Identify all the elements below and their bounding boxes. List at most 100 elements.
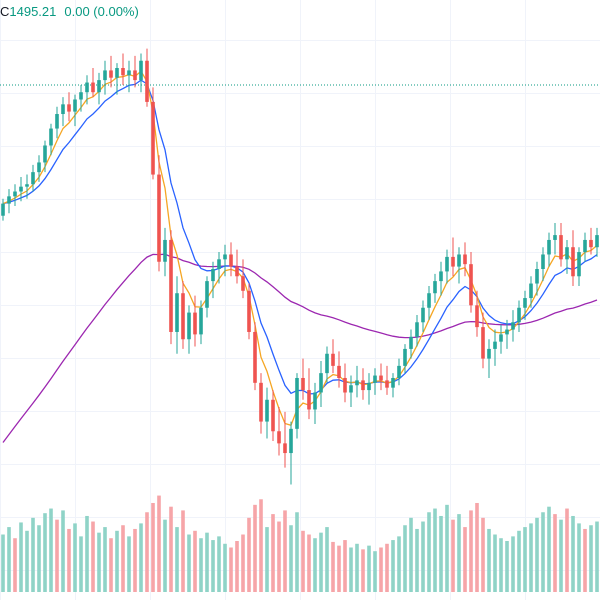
candle-body <box>529 283 533 299</box>
candle-body <box>121 68 125 76</box>
candle-body <box>217 259 221 270</box>
volume-bar <box>163 519 167 592</box>
volume-bar <box>421 521 425 592</box>
candle-body <box>331 353 335 366</box>
volume-bar <box>133 528 137 592</box>
candle-body <box>307 390 311 410</box>
candle-body <box>355 380 359 386</box>
ohlc-legend: C1495.21 0.00 (0.00%) <box>0 4 139 20</box>
volume-bar <box>451 519 455 592</box>
volume-bar <box>271 514 275 592</box>
candle-body <box>241 276 245 291</box>
volume-bar <box>187 534 191 592</box>
volume-bar <box>337 545 341 592</box>
volume-bar <box>157 495 161 592</box>
candle-body <box>259 382 263 422</box>
candle-body <box>55 114 59 129</box>
volume-bar <box>511 536 515 592</box>
volume-bar <box>295 512 299 592</box>
candle-body <box>253 331 257 383</box>
volume-bar <box>391 540 395 592</box>
candle-body <box>469 264 473 306</box>
volume-bar <box>37 525 41 592</box>
volume-bar <box>559 519 563 592</box>
candle-body <box>199 307 203 335</box>
volume-bar <box>517 530 521 592</box>
candle-body <box>205 281 209 308</box>
volume-bar <box>469 510 473 592</box>
volume-bar <box>289 525 293 592</box>
candle-body <box>313 392 317 410</box>
candle-body <box>547 239 551 255</box>
candle-body <box>433 281 437 294</box>
volume-bar <box>433 508 437 592</box>
volume-bar <box>397 536 401 592</box>
candle-body <box>31 172 35 185</box>
candle-body <box>553 235 557 240</box>
candle-body <box>97 80 101 93</box>
candle-body <box>397 365 401 378</box>
candle-body <box>319 373 323 393</box>
candle-body <box>271 399 275 432</box>
volume-bar <box>463 527 467 592</box>
volume-bar <box>343 540 347 592</box>
candle-body <box>379 375 383 381</box>
volume-bar <box>241 534 245 592</box>
candle-body <box>571 247 575 277</box>
volume-bar <box>571 515 575 592</box>
volume-bar <box>193 530 197 592</box>
close-label: C <box>0 4 10 19</box>
candle-body <box>451 256 455 267</box>
candle-body <box>127 70 131 76</box>
volume-bar <box>547 506 551 592</box>
candle-body <box>415 322 419 337</box>
candle-body <box>145 60 149 102</box>
candle-body <box>373 375 377 383</box>
volume-bar <box>577 523 581 592</box>
candle-body <box>19 186 23 192</box>
candle-body <box>487 348 491 359</box>
candle-body <box>175 293 179 332</box>
volume-bar <box>115 530 119 592</box>
volume-bar <box>25 530 29 592</box>
volume-bar <box>145 512 149 592</box>
volume-bar <box>49 508 53 592</box>
candle-body <box>169 239 173 332</box>
candle-body <box>13 191 17 197</box>
volume-bar <box>79 536 83 592</box>
candle-body <box>157 174 161 262</box>
volume-bar <box>103 527 107 592</box>
volume-bar <box>565 508 569 592</box>
candle-body <box>349 385 353 393</box>
candle-body <box>445 256 449 272</box>
candle-body <box>427 293 431 308</box>
volume-bar <box>265 527 269 592</box>
candle-body <box>25 184 29 187</box>
volume-bar <box>361 549 365 592</box>
volume-bar <box>535 517 539 592</box>
candle-body <box>367 382 371 391</box>
volume-bar <box>109 538 113 592</box>
candle-body <box>361 380 365 391</box>
candle-body <box>85 82 89 93</box>
volume-bar <box>1 534 5 592</box>
volume-bar <box>487 528 491 592</box>
candle-body <box>229 254 233 267</box>
volume-bar <box>7 527 11 592</box>
volume-bar <box>199 538 203 592</box>
volume-bar <box>553 514 557 592</box>
volume-bar <box>595 521 599 592</box>
candle-body <box>385 380 389 388</box>
candle-body <box>343 377 347 393</box>
candle-body <box>493 341 497 349</box>
volume-bar <box>355 543 359 592</box>
volume-bar <box>169 506 173 592</box>
candle-body <box>61 104 65 115</box>
candle-body <box>403 348 407 366</box>
candle-body <box>391 377 395 388</box>
candle-body <box>523 298 527 308</box>
volume-bar <box>253 504 257 592</box>
volume-bar <box>349 547 353 592</box>
